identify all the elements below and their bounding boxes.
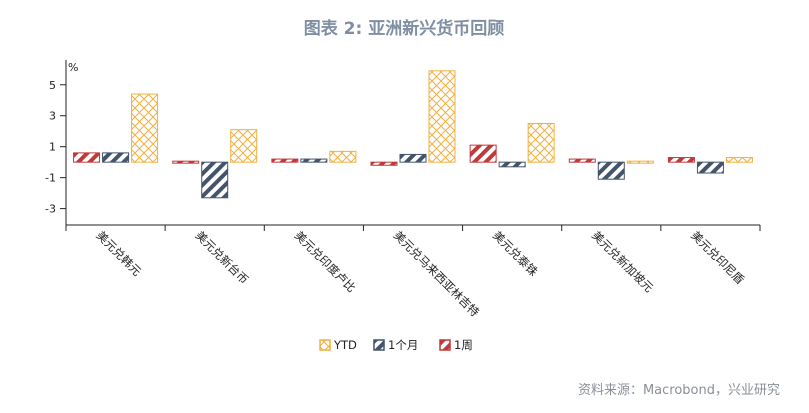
bar-ytd [329, 150, 357, 163]
bar-1w [271, 158, 299, 163]
legend: YTD 1个月 1周 [319, 338, 473, 352]
legend-label-ytd: YTD [333, 338, 357, 352]
bar-1w [370, 161, 398, 166]
bar-1w [667, 157, 695, 163]
bar-1m [399, 153, 427, 163]
bar-1m [597, 161, 625, 180]
bars [73, 70, 753, 199]
bar-1w [469, 144, 497, 163]
y-tick-label: 5 [49, 79, 56, 92]
chart-title: 图表 2: 亚洲新兴货币回顾 [304, 18, 504, 39]
bar-1m [300, 158, 328, 163]
legend-swatch-1m [373, 339, 385, 351]
legend-swatch-1w [439, 339, 451, 351]
bar-1w [568, 158, 596, 163]
x-tick-label: 美元兑泰铢 [490, 228, 541, 279]
category-labels: 美元兑韩元 美元兑新台币 美元兑印度卢比 美元兑马来西亚林吉特 美元兑泰铢 美元兑新加坡元… [93, 228, 747, 320]
bar-ytd [131, 93, 159, 163]
y-tick-label: -1 [45, 172, 56, 185]
bar-ytd [626, 160, 654, 164]
bar-ytd [230, 129, 258, 163]
x-tick-label: 美元兑新加坡元 [589, 228, 656, 295]
bar-ytd [428, 70, 456, 163]
legend-swatch-ytd [319, 339, 331, 351]
y-tick-label: -3 [45, 203, 56, 216]
bar-1w [172, 160, 200, 164]
bar-1m [201, 161, 229, 199]
x-tick-label: 美元兑印尼盾 [688, 228, 747, 287]
bar-ytd [725, 157, 753, 163]
bar-1m [696, 161, 724, 174]
y-axis-unit: % [68, 61, 78, 74]
source-note: 资料来源：Macrobond，兴业研究 [578, 383, 780, 398]
x-tick-label: 美元兑马来西亚林吉特 [391, 228, 483, 320]
x-tick-label: 美元兑新台币 [193, 228, 252, 287]
y-tick-label: 3 [49, 110, 56, 123]
x-tick-label: 美元兑印度卢比 [292, 228, 359, 295]
x-tick-label: 美元兑韩元 [93, 228, 144, 279]
bar-ytd [527, 122, 555, 163]
bar-1w [73, 152, 101, 163]
legend-label-1w: 1周 [454, 338, 473, 352]
bar-1m [102, 152, 130, 163]
bar-1m [498, 161, 526, 168]
y-tick-label: 1 [49, 141, 56, 154]
legend-label-1m: 1个月 [388, 338, 418, 352]
axes: 5 3 1 -1 -3 [45, 60, 761, 231]
